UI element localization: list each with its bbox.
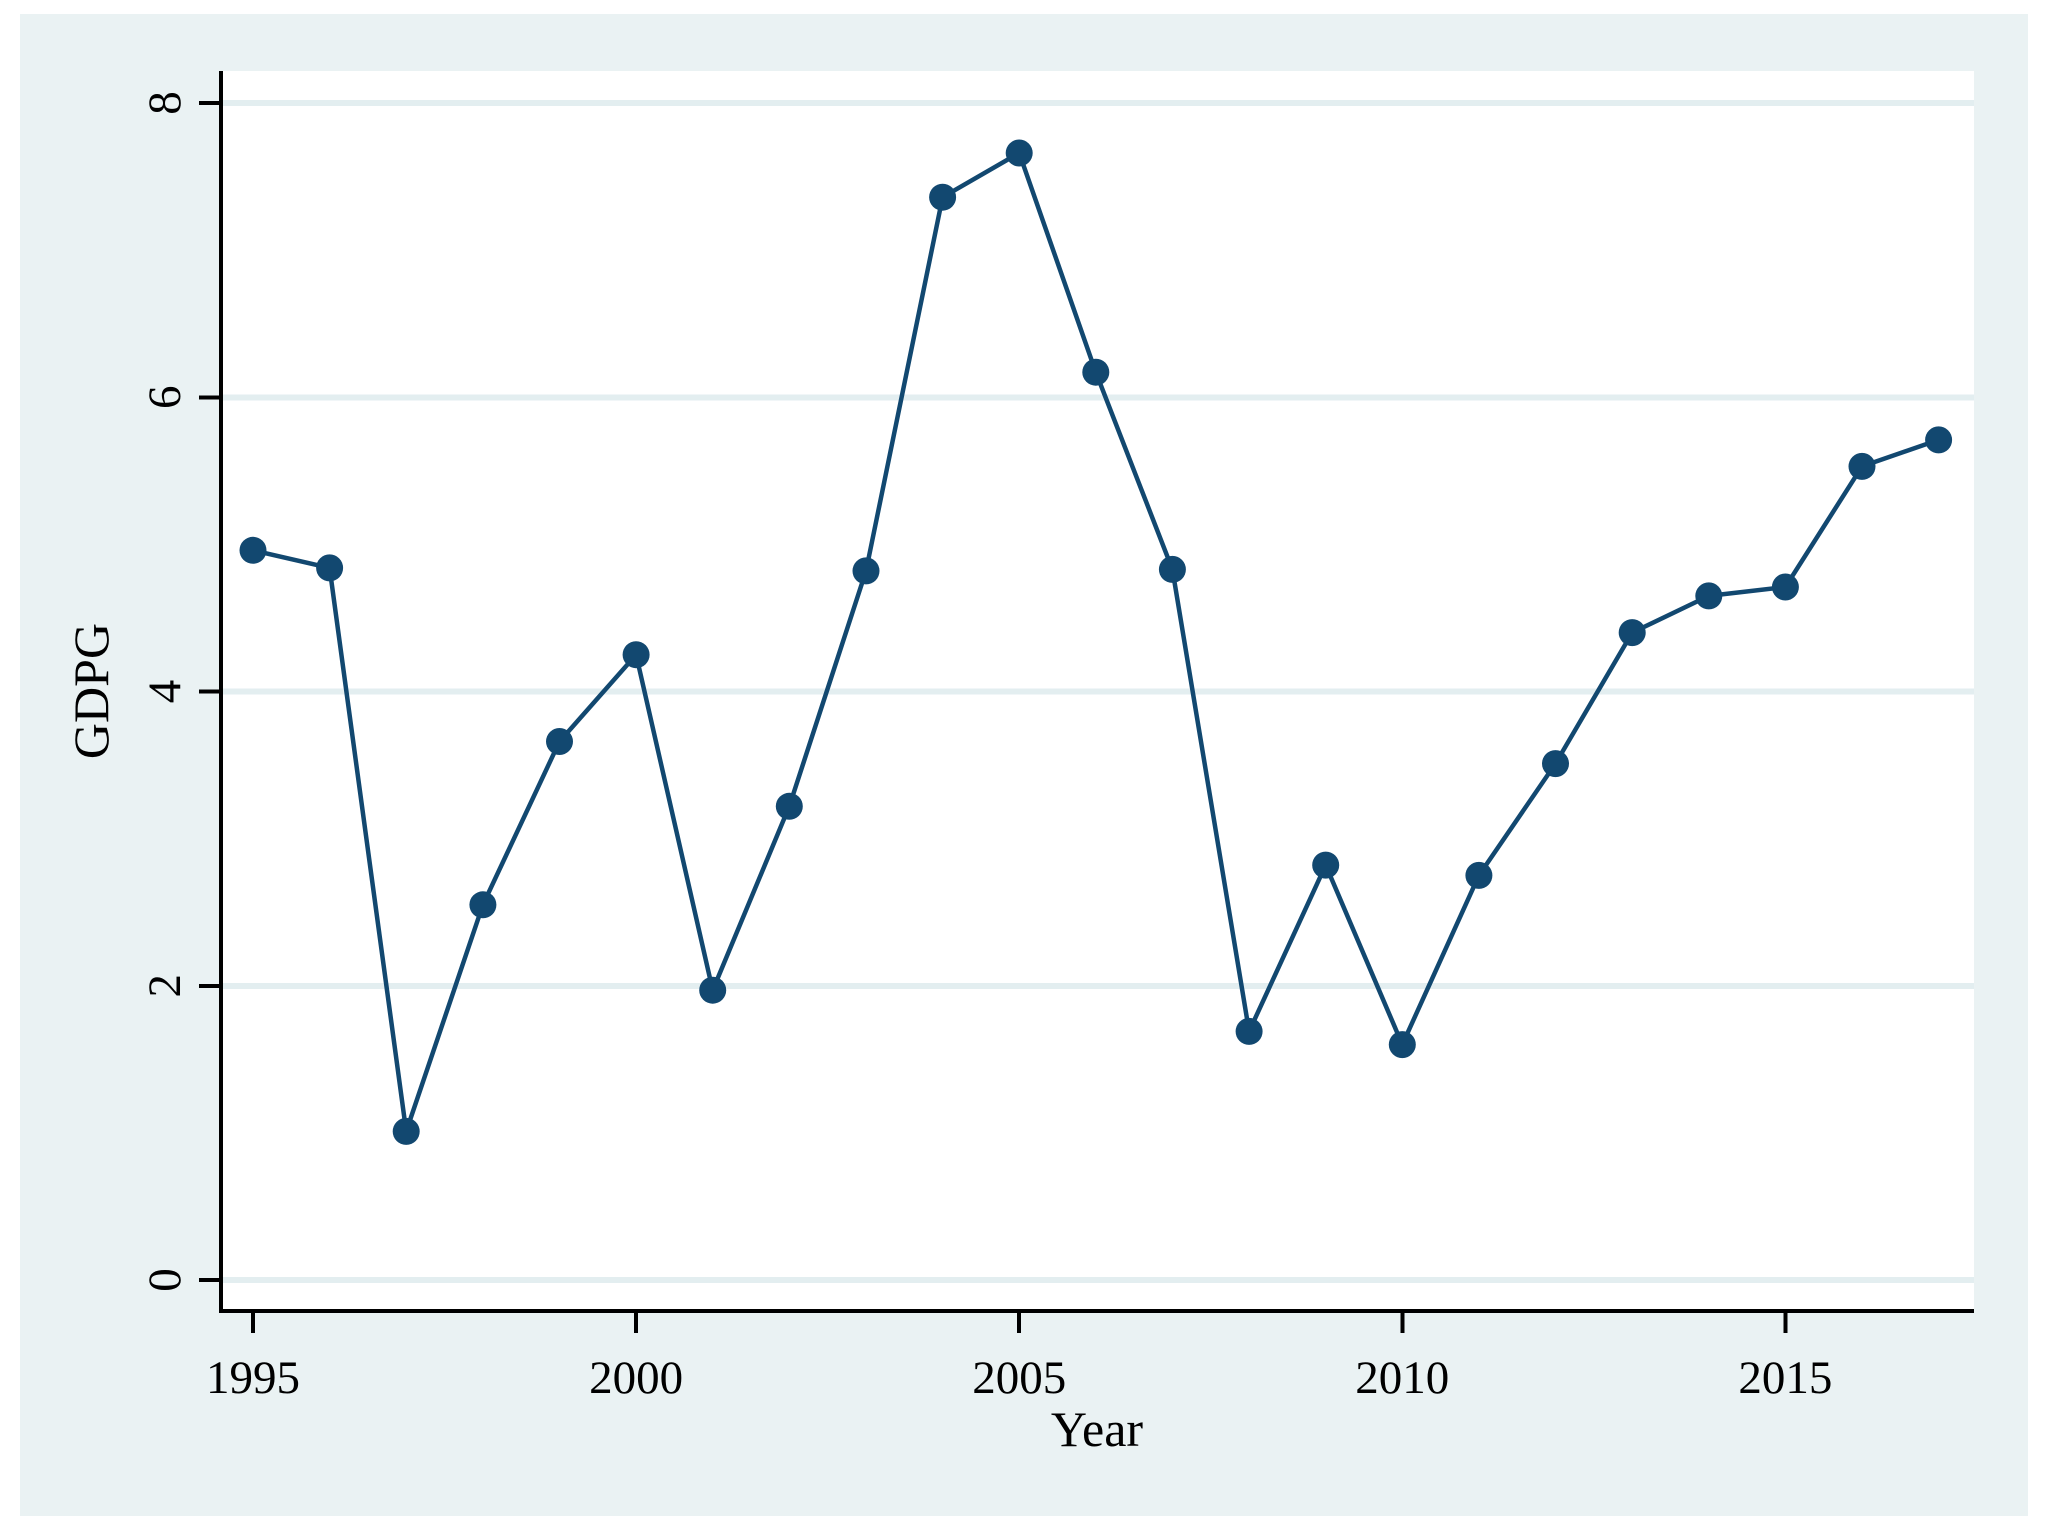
y-axis-title: GDPG (63, 623, 119, 759)
data-point-marker (546, 728, 573, 755)
data-point-marker (316, 554, 344, 582)
data-point-marker (1158, 555, 1186, 583)
data-point-marker (1082, 358, 1110, 386)
x-tick-label: 2005 (972, 1352, 1066, 1404)
data-point-marker (1771, 573, 1799, 601)
data-point-marker (1312, 851, 1340, 879)
y-tick-label: 2 (139, 974, 191, 998)
data-point-marker (239, 536, 267, 564)
data-point-marker (1848, 452, 1876, 480)
data-point-marker (1925, 426, 1953, 454)
x-axis-ticks: 1995 2000 2005 2010 2015 (206, 1311, 1832, 1404)
line-series (239, 139, 1953, 1145)
data-point-marker (1542, 750, 1569, 778)
x-axis-title: Year (1051, 1401, 1143, 1457)
data-point-marker (1465, 861, 1493, 889)
y-tick-label: 6 (139, 386, 191, 410)
x-tick-label: 2000 (589, 1352, 683, 1404)
y-axis-ticks: 0 2 4 6 8 (139, 91, 221, 1292)
data-point-marker (622, 641, 650, 669)
data-point-marker (1388, 1031, 1416, 1059)
y-tick-label: 8 (139, 91, 191, 115)
gridlines (221, 100, 1974, 1283)
data-point-marker (469, 891, 497, 919)
x-tick-label: 2010 (1355, 1352, 1449, 1404)
x-tick-label: 1995 (206, 1352, 300, 1404)
data-point-marker (392, 1117, 420, 1145)
data-point-marker (1235, 1017, 1263, 1045)
data-point-marker (852, 557, 880, 585)
data-point-marker (1618, 619, 1646, 647)
data-point-marker (699, 976, 727, 1004)
data-point-marker (1695, 582, 1723, 610)
data-point-marker (775, 792, 803, 820)
x-tick-label: 2015 (1738, 1352, 1832, 1404)
y-tick-label: 0 (139, 1268, 191, 1292)
data-point-marker (1005, 139, 1033, 167)
y-tick-label: 4 (139, 680, 191, 704)
data-point-marker (929, 183, 957, 211)
